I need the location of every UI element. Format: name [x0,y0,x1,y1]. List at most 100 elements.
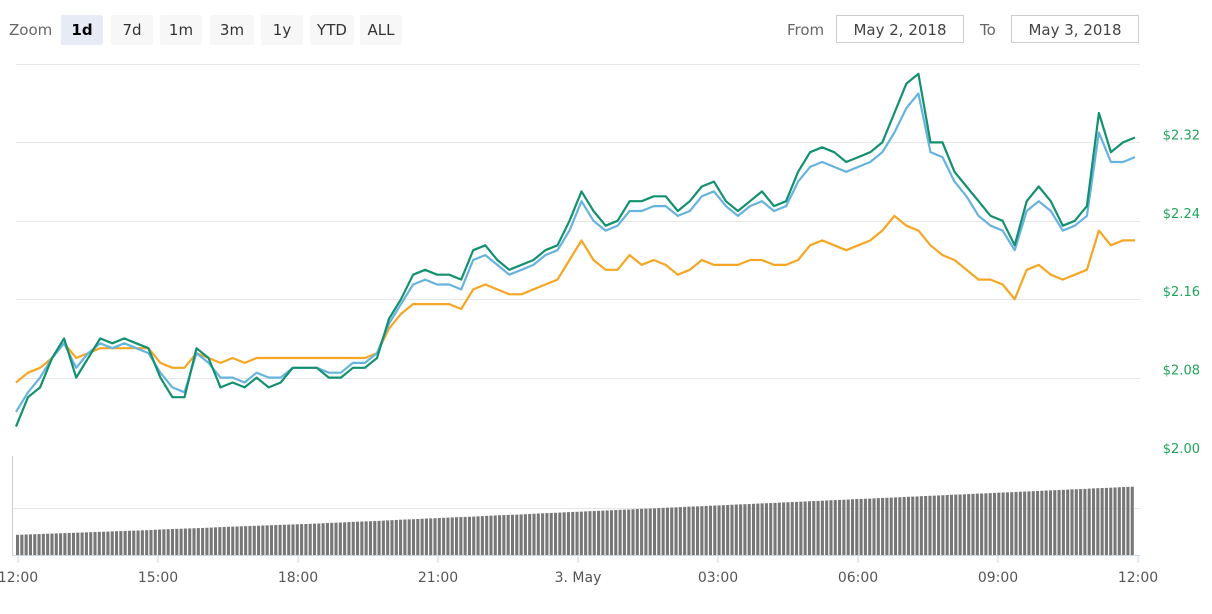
volume-bar [63,533,67,555]
volume-bar [403,519,407,555]
volume-bar [614,509,618,555]
volume-bar [743,504,747,555]
volume-bar [248,526,252,555]
volume-bar [721,505,725,555]
to-label: To [980,21,996,39]
volume-bar [734,504,738,555]
volume-bar [523,514,527,555]
volume-bar [769,503,773,555]
zoom-3m-button[interactable]: 3m [210,15,254,45]
volume-bar [566,512,570,555]
volume-bar [945,495,949,555]
volume-bar [893,497,898,555]
volume-bar [450,517,454,555]
volume-bar [269,525,274,555]
volume-bar [1031,491,1035,555]
volume-bar [932,495,936,555]
volume-bar [196,528,200,555]
y-tick-label: $2.00 [1163,442,1200,457]
volume-bar [1070,489,1074,555]
to-date-input[interactable]: May 3, 2018 [1011,15,1139,43]
volume-bar [506,514,510,555]
volume-bar [317,523,321,555]
volume-bar [584,511,588,555]
volume-bar [446,517,450,555]
volume-bar [274,525,278,555]
volume-bar [433,518,437,555]
x-tick-label: 15:00 [138,570,178,586]
volume-bar [790,502,794,555]
volume-bar [71,532,76,555]
volume-bar [751,503,756,555]
volume-bar [708,505,713,555]
y-tick-label: $2.16 [1163,285,1200,300]
volume-bar [1027,491,1031,555]
volume-bar [803,501,807,555]
volume-bar [661,507,665,555]
volume-bar [902,496,906,555]
volume-bar [300,524,304,555]
volume-bar [498,515,502,555]
x-tick-label: 06:00 [838,570,878,586]
volume-bar [1066,489,1070,555]
zoom-1y-button[interactable]: 1y [261,15,303,45]
volume-bar [652,508,657,555]
volume-bar [381,520,385,555]
x-axis-labels: 12:00 15:00 18:00 21:00 3. May 03:00 06:00 09:0… [0,555,1158,586]
volume-bar [949,494,954,555]
volume-bar [16,534,20,555]
volume-bar [863,498,867,555]
volume-bar [704,505,708,555]
volume-bar [760,503,764,555]
volume-bar [373,521,377,555]
volume-bar [343,522,347,555]
volume-bar [80,532,84,555]
volume-bar [1061,489,1065,555]
volume-bar [683,506,687,555]
volume-bar [1057,490,1061,555]
zoom-1m-button[interactable]: 1m [160,15,202,45]
zoom-1d-button[interactable]: 1d [61,15,103,45]
volume-bar [411,519,416,555]
volume-bar [28,534,33,555]
x-tick-label: 09:00 [978,570,1018,586]
volume-bar [213,527,218,555]
volume-bar [911,496,915,555]
volume-bar [898,497,902,555]
volume-bar [579,511,583,555]
volume-bar [562,512,566,555]
volume-bar [739,504,743,555]
volume-bar [89,532,93,555]
volume-bar [954,494,958,555]
volume-bar [833,500,837,555]
volume-bar [1001,492,1005,555]
volume-bar [330,522,334,555]
zoom-7d-button[interactable]: 7d [111,15,153,45]
volume-bar [700,506,704,555]
volume-bar [33,534,37,555]
volume-bar [1036,491,1040,555]
grid-lines [12,64,1140,556]
volume-bar [261,525,265,555]
volume-bar [519,514,523,555]
zoom-all-button[interactable]: ALL [360,15,402,45]
volume-bar [773,502,777,555]
from-date-input[interactable]: May 2, 2018 [836,15,964,43]
volume-bar [50,533,54,555]
volume-bar [627,509,631,555]
volume-bar [467,516,471,555]
zoom-ytd-button[interactable]: YTD [310,15,354,45]
volume-bar [876,498,880,555]
series-line [15,92,1136,413]
volume-bar [1109,487,1113,555]
volume-bar [149,529,153,555]
volume-bar [1113,487,1117,555]
volume-bar [545,513,549,555]
volume-bar [166,529,170,555]
volume-bar [1117,487,1121,555]
volume-bar [424,518,428,555]
volume-bar [119,531,123,555]
volume-bar [1079,489,1083,555]
volume-bar [786,502,790,555]
